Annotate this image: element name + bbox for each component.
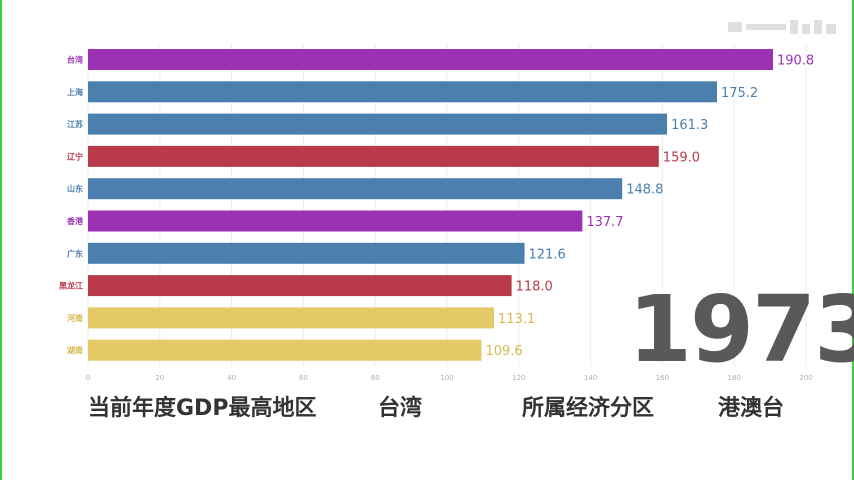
category-label: 上海 xyxy=(67,87,83,97)
bar-9 xyxy=(88,307,495,329)
x-tick-label: 120 xyxy=(512,374,525,382)
value-label: 161.3 xyxy=(671,118,708,133)
x-tick-label: 60 xyxy=(299,374,308,382)
value-label: 109.6 xyxy=(485,344,522,359)
bar-4 xyxy=(88,145,659,167)
x-tick-label: 180 xyxy=(728,374,741,382)
category-label: 香港 xyxy=(66,216,84,226)
category-label: 黑龙江 xyxy=(59,281,83,291)
bar-6 xyxy=(88,210,583,232)
category-label: 山东 xyxy=(67,184,83,194)
category-label: 台湾 xyxy=(67,55,83,65)
bars: 台湾 190.8 上海 175.2 江苏 161.3 辽宁 159.0 山东 148.8 香港 137… xyxy=(59,49,814,361)
bar-7 xyxy=(88,242,525,264)
x-axis-ticks: 0 20 40 60 80 100 120 140 160 180 200 xyxy=(86,374,813,382)
bar-3 xyxy=(88,113,668,135)
x-tick-label: 100 xyxy=(440,374,453,382)
x-tick-label: 200 xyxy=(799,374,812,382)
bar-10 xyxy=(88,339,482,361)
economic-zone-label: 所属经济分区 xyxy=(522,396,655,421)
frame-border-left xyxy=(0,0,2,480)
bar-1 xyxy=(88,49,773,70)
top-region-label: 当前年度GDP最高地区 xyxy=(88,396,317,421)
bar-8 xyxy=(88,275,512,297)
economic-zone-value: 港澳台 xyxy=(718,396,785,421)
x-tick-label: 160 xyxy=(656,374,669,382)
footer-summary: 当前年度GDP最高地区 台湾 所属经济分区 港澳台 xyxy=(0,390,854,426)
x-tick-label: 80 xyxy=(371,374,380,382)
category-label: 江苏 xyxy=(67,119,83,129)
x-tick-label: 0 xyxy=(86,374,90,382)
frame-border-right xyxy=(852,0,854,480)
watermark-logo xyxy=(728,20,836,34)
x-tick-label: 140 xyxy=(584,374,597,382)
category-label: 广东 xyxy=(67,248,83,258)
bar-5 xyxy=(88,178,623,200)
x-tick-label: 20 xyxy=(155,374,164,382)
value-label: 190.8 xyxy=(777,54,814,69)
category-label: 湖南 xyxy=(67,345,83,355)
category-label: 辽宁 xyxy=(67,151,83,161)
value-label: 118.0 xyxy=(516,280,553,295)
value-label: 113.1 xyxy=(498,312,535,327)
value-label: 137.7 xyxy=(586,215,623,230)
top-region-value: 台湾 xyxy=(378,396,423,421)
bar-2 xyxy=(88,81,717,103)
value-label: 159.0 xyxy=(663,150,700,165)
value-label: 121.6 xyxy=(529,247,566,262)
value-label: 148.8 xyxy=(626,183,663,198)
value-label: 175.2 xyxy=(721,86,758,101)
x-tick-label: 40 xyxy=(227,374,236,382)
category-label: 河南 xyxy=(67,313,83,323)
year-display: 1973 xyxy=(628,276,854,383)
